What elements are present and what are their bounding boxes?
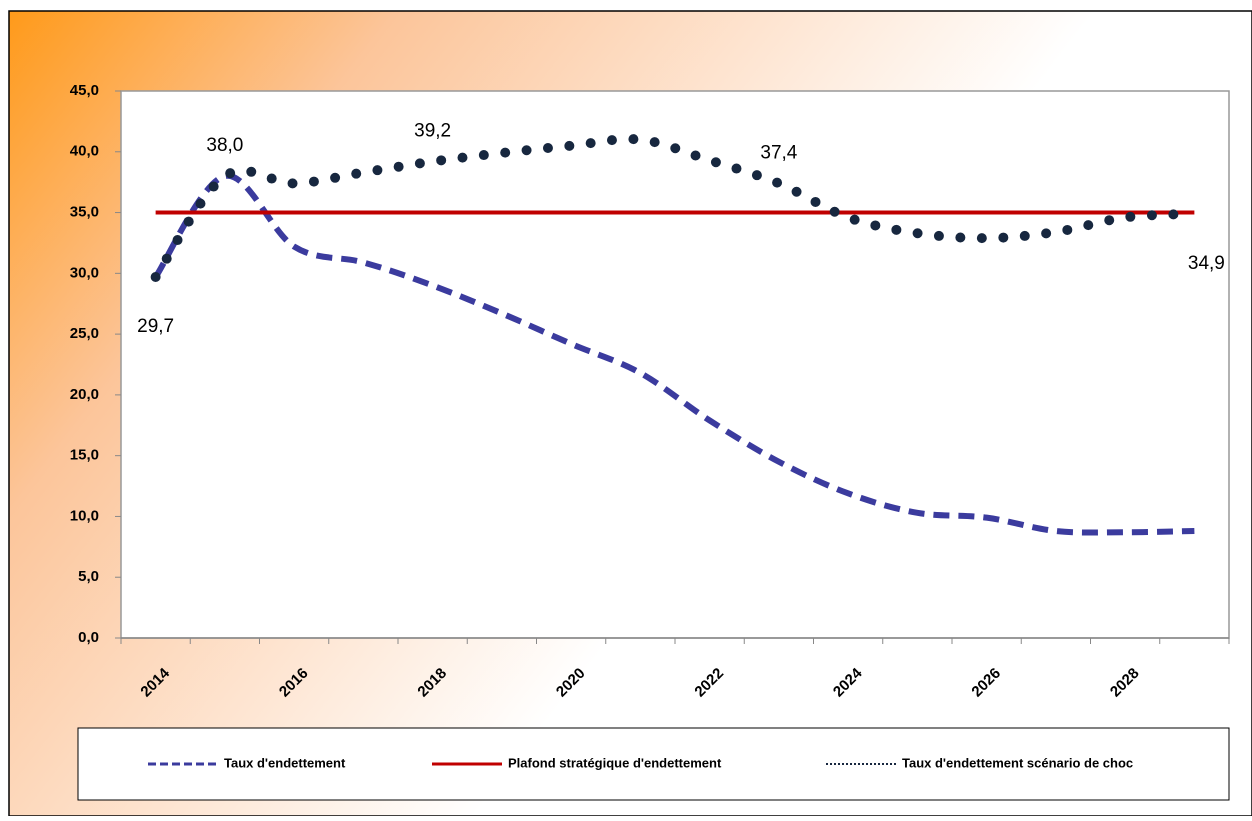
y-tick-label: 20,0: [70, 386, 99, 403]
data-label: 29,7: [137, 316, 174, 337]
y-tick-label: 0,0: [78, 629, 99, 646]
data-label: 38,0: [206, 135, 243, 156]
series-line: [153, 173, 1195, 536]
legend: [77, 727, 1230, 801]
y-tick-label: 10,0: [70, 507, 99, 524]
data-label: 39,2: [414, 121, 451, 142]
legend-label: Taux d'endettement scénario de choc: [902, 755, 1133, 770]
legend-label: Taux d'endettement: [224, 755, 346, 770]
data-label: 34,9: [1188, 253, 1225, 274]
y-tick-label: 45,0: [70, 82, 99, 99]
y-tick-label: 5,0: [78, 568, 99, 585]
data-label: 37,4: [760, 142, 797, 163]
y-tick-label: 40,0: [70, 143, 99, 160]
y-tick-label: 15,0: [70, 447, 99, 464]
y-tick-label: 30,0: [70, 264, 99, 281]
y-tick-label: 35,0: [70, 204, 99, 221]
plot-area: [120, 90, 1230, 639]
y-tick-label: 25,0: [70, 325, 99, 342]
legend-label: Plafond stratégique d'endettement: [508, 755, 722, 770]
